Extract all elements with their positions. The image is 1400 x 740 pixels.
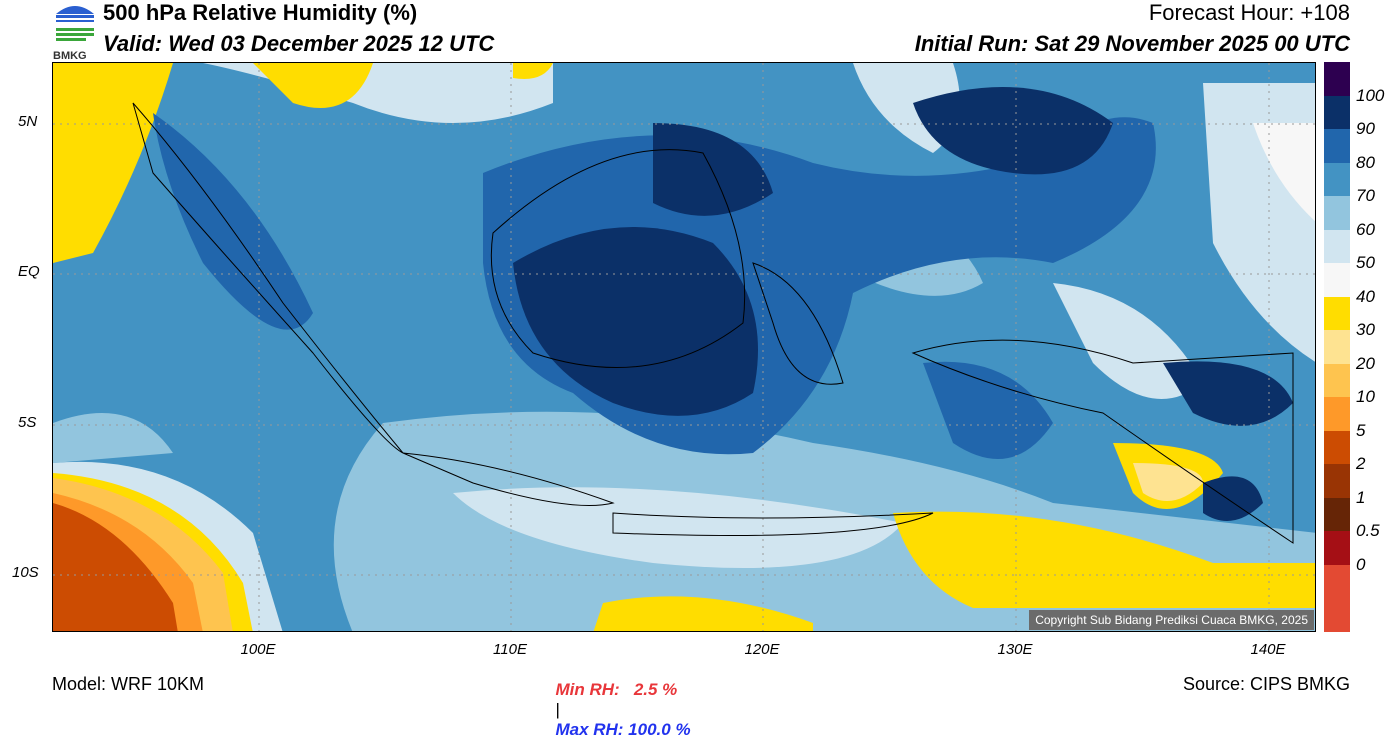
colorbar-segment bbox=[1324, 397, 1350, 431]
colorbar-segment bbox=[1324, 564, 1350, 599]
valid-time: Valid: Wed 03 December 2025 12 UTC bbox=[103, 31, 495, 56]
colorbar-segment bbox=[1324, 95, 1350, 130]
colorbar-label: 30 bbox=[1356, 320, 1375, 340]
humidity-map: Copyright Sub Bidang Prediksi Cuaca BMKG… bbox=[52, 62, 1316, 632]
lon-label: 130E bbox=[997, 641, 1033, 658]
colorbar-segment bbox=[1324, 162, 1350, 197]
colorbar-segment bbox=[1324, 196, 1350, 230]
colorbar-label: 0 bbox=[1356, 554, 1366, 574]
lat-label: 10S bbox=[12, 564, 39, 581]
min-rh: Min RH: 2.5 % bbox=[555, 680, 678, 699]
coastlines bbox=[132, 102, 1294, 544]
colorbar bbox=[1324, 62, 1350, 632]
lat-label: EQ bbox=[18, 263, 40, 280]
colorbar-label: 5 bbox=[1356, 420, 1366, 440]
colorbar-segment bbox=[1324, 531, 1350, 565]
bmkg-logo: BMKG bbox=[50, 0, 100, 62]
lat-label: 5S bbox=[18, 414, 37, 431]
colorbar-segment bbox=[1324, 296, 1350, 331]
colorbar-segment bbox=[1324, 363, 1350, 398]
svg-text:BMKG: BMKG bbox=[53, 50, 87, 62]
colorbar-label: 50 bbox=[1356, 253, 1375, 273]
colorbar-segment bbox=[1324, 464, 1350, 498]
lon-label: 100E bbox=[240, 641, 276, 658]
colorbar-label: 40 bbox=[1356, 286, 1375, 306]
colorbar-segment bbox=[1324, 229, 1350, 264]
lat-label: 5N bbox=[18, 113, 38, 130]
colorbar-label: 70 bbox=[1356, 186, 1375, 206]
humidity-field bbox=[53, 63, 1315, 631]
colorbar-label: 20 bbox=[1356, 353, 1375, 373]
colorbar-label: 80 bbox=[1356, 152, 1375, 172]
model-label: Model: WRF 10KM bbox=[52, 674, 205, 694]
colorbar-segment bbox=[1324, 263, 1350, 297]
map-title: 500 hPa Relative Humidity (%) bbox=[103, 0, 418, 25]
copyright-notice: Copyright Sub Bidang Prediksi Cuaca BMKG… bbox=[1029, 610, 1314, 630]
colorbar-segment bbox=[1324, 598, 1350, 632]
colorbar-label: 0.5 bbox=[1356, 521, 1380, 541]
separator: | bbox=[555, 700, 560, 719]
rh-stats: Min RH: 2.5 % | Max RH: 100.0 % bbox=[546, 660, 691, 740]
colorbar-label: 1 bbox=[1356, 487, 1366, 507]
colorbar-segment bbox=[1324, 430, 1350, 465]
colorbar-label: 100 bbox=[1356, 85, 1385, 105]
lon-label: 140E bbox=[1250, 641, 1286, 658]
initial-run: Initial Run: Sat 29 November 2025 00 UTC bbox=[914, 31, 1350, 56]
colorbar-label: 60 bbox=[1356, 219, 1375, 239]
forecast-hour: Forecast Hour: +108 bbox=[1148, 0, 1350, 25]
colorbar-label: 10 bbox=[1356, 387, 1375, 407]
max-rh: Max RH: 100.0 % bbox=[555, 720, 691, 739]
colorbar-segment bbox=[1324, 129, 1350, 163]
lon-label: 110E bbox=[493, 641, 527, 658]
colorbar-label: 90 bbox=[1356, 119, 1375, 139]
colorbar-segment bbox=[1324, 497, 1350, 532]
colorbar-label: 2 bbox=[1356, 454, 1366, 474]
colorbar-segment bbox=[1324, 330, 1350, 364]
colorbar-segment bbox=[1324, 62, 1350, 96]
lon-label: 120E bbox=[744, 641, 780, 658]
source-label: Source: CIPS BMKG bbox=[1182, 674, 1350, 694]
